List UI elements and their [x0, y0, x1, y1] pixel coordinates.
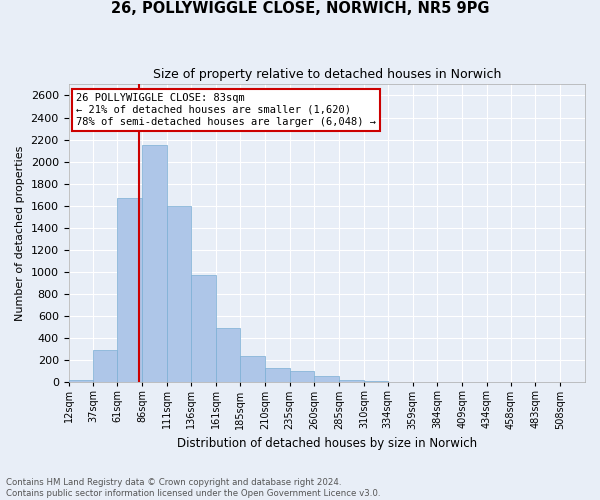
Bar: [240, 356, 265, 382]
X-axis label: Distribution of detached houses by size in Norwich: Distribution of detached houses by size …: [177, 437, 477, 450]
Bar: [339, 380, 364, 382]
Bar: [290, 372, 314, 382]
Bar: [314, 376, 339, 382]
Bar: [117, 198, 142, 382]
Bar: [68, 380, 94, 382]
Bar: [94, 350, 117, 382]
Bar: [364, 380, 388, 382]
Bar: [142, 145, 167, 382]
Bar: [191, 275, 216, 382]
Text: 26 POLLYWIGGLE CLOSE: 83sqm
← 21% of detached houses are smaller (1,620)
78% of : 26 POLLYWIGGLE CLOSE: 83sqm ← 21% of det…: [76, 94, 376, 126]
Text: Contains HM Land Registry data © Crown copyright and database right 2024.
Contai: Contains HM Land Registry data © Crown c…: [6, 478, 380, 498]
Y-axis label: Number of detached properties: Number of detached properties: [15, 146, 25, 321]
Bar: [216, 328, 240, 382]
Title: Size of property relative to detached houses in Norwich: Size of property relative to detached ho…: [152, 68, 501, 80]
Bar: [265, 368, 290, 382]
Bar: [167, 206, 191, 382]
Text: 26, POLLYWIGGLE CLOSE, NORWICH, NR5 9PG: 26, POLLYWIGGLE CLOSE, NORWICH, NR5 9PG: [111, 1, 489, 16]
